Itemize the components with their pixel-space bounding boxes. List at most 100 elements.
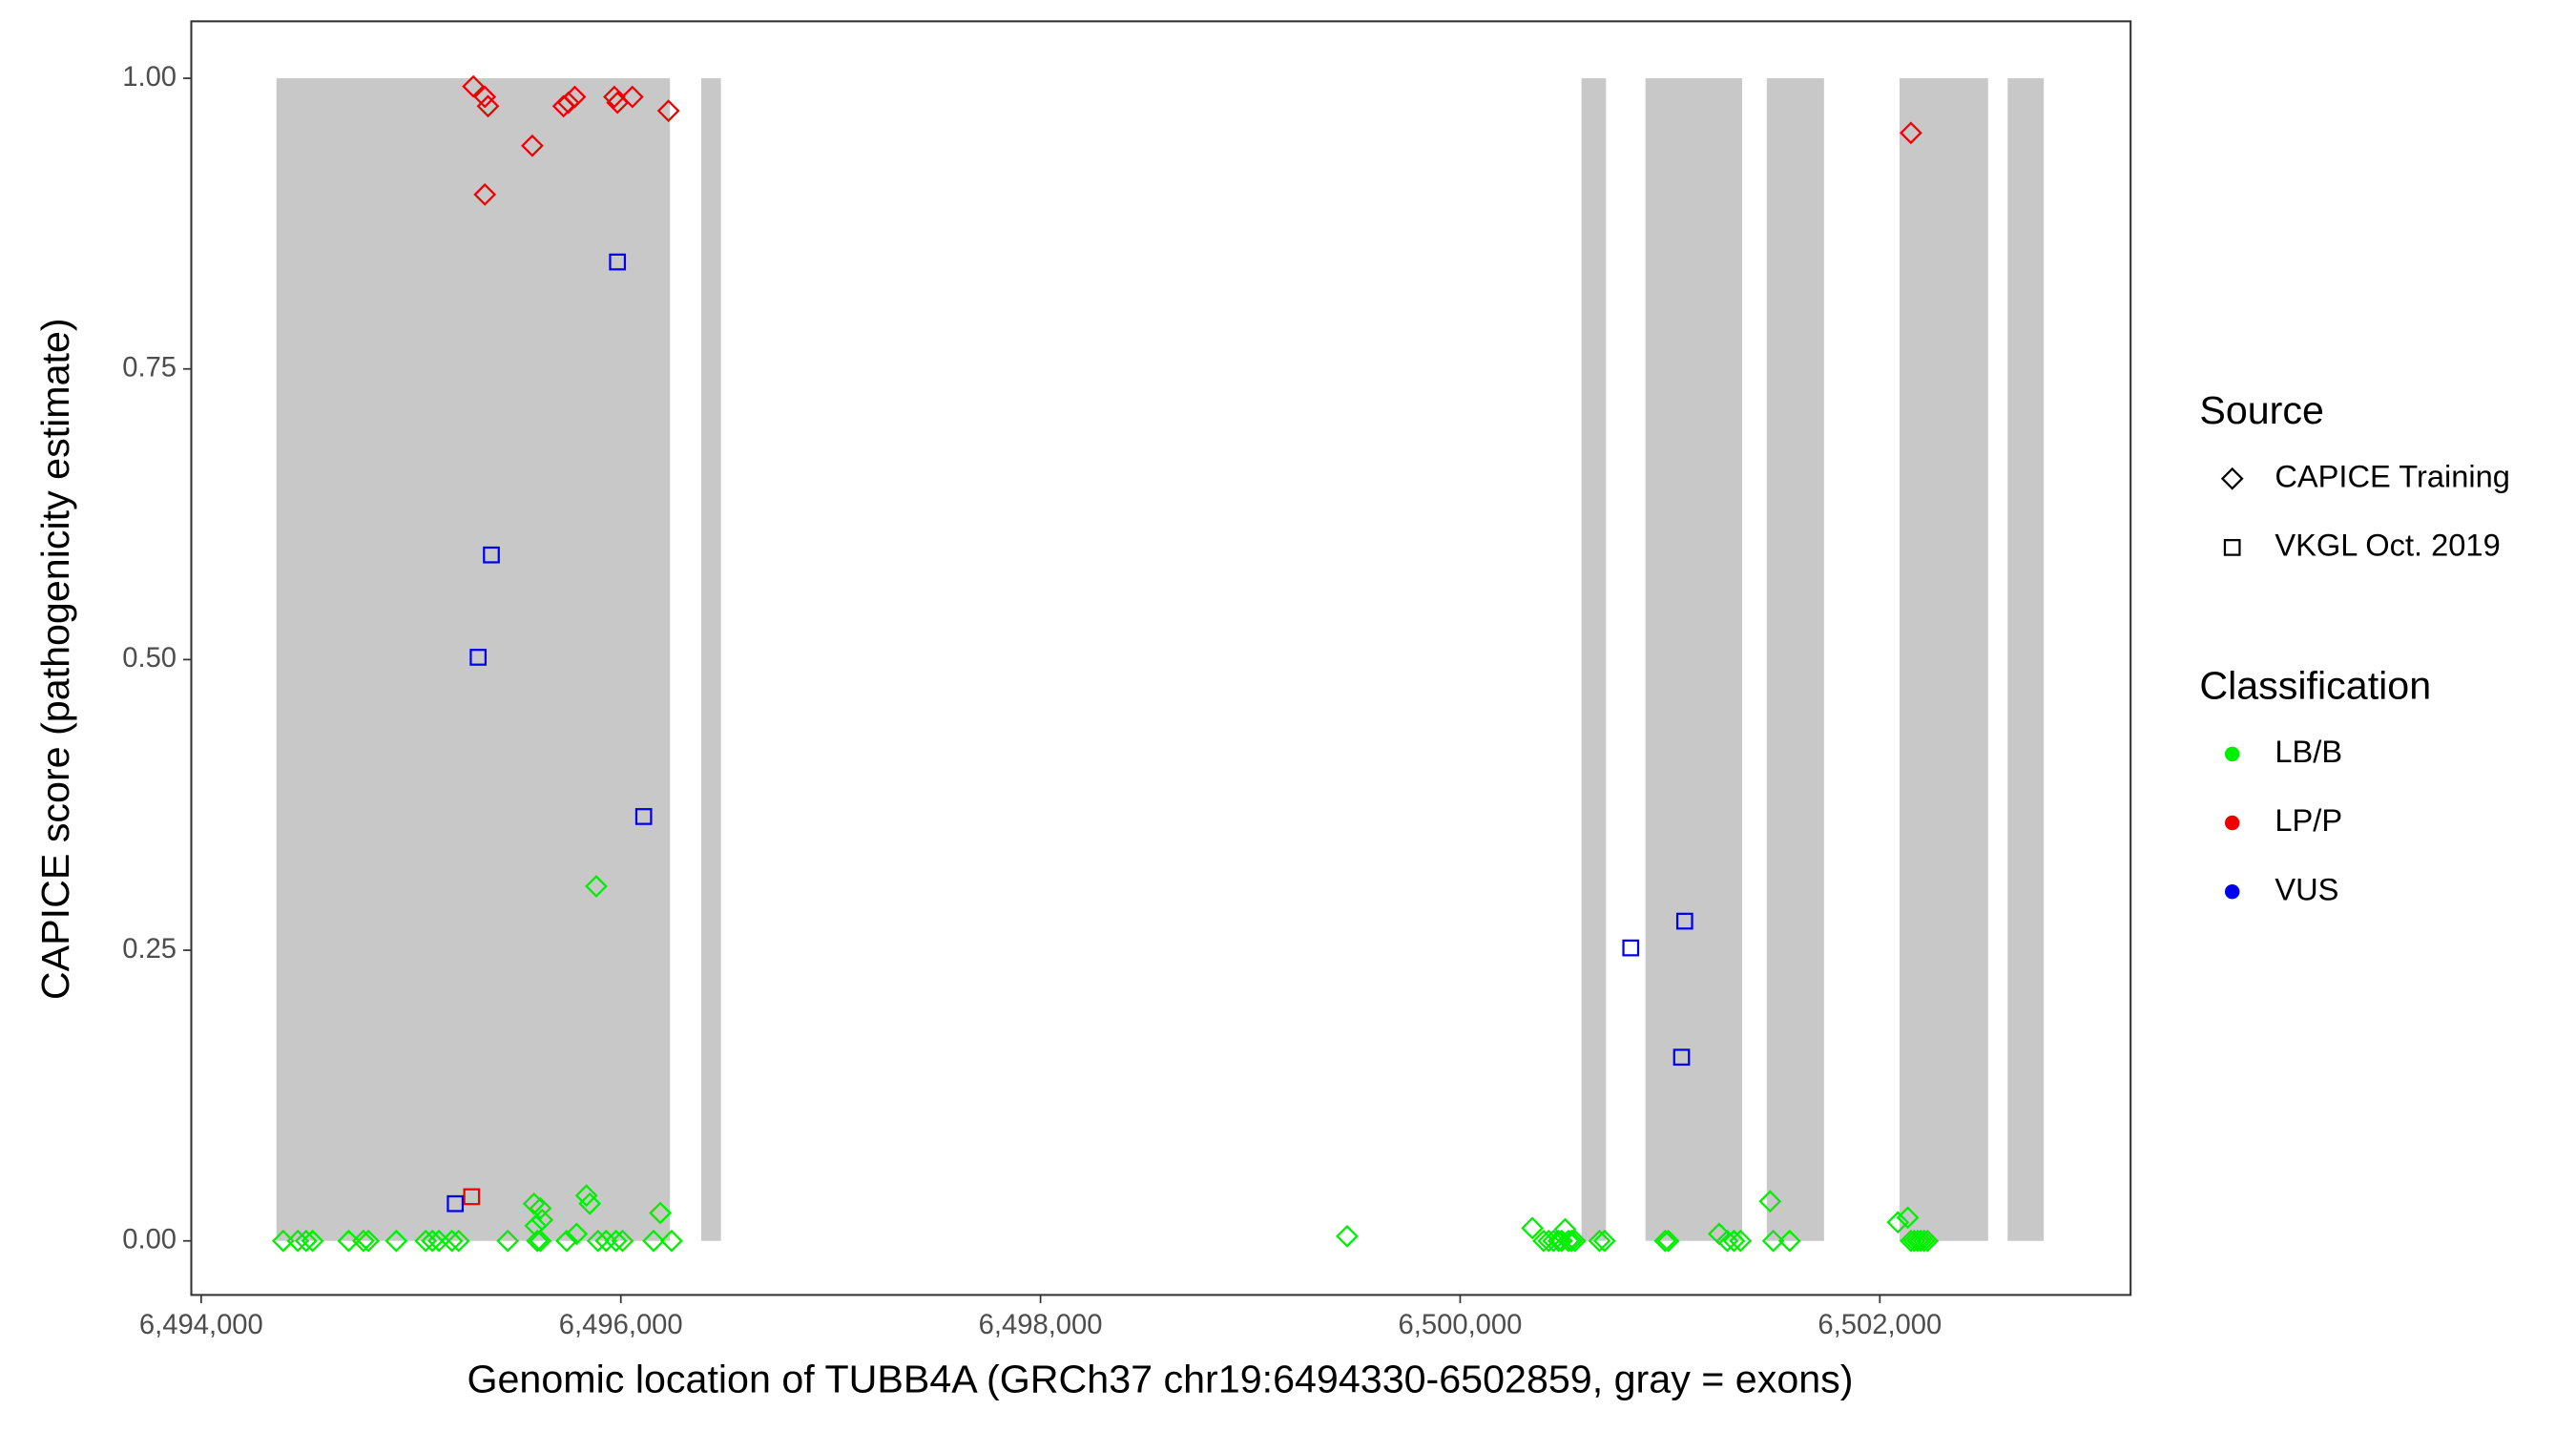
x-tick-label: 6,500,000 <box>1399 1310 1523 1340</box>
point <box>526 1229 550 1253</box>
legend-key <box>2223 539 2241 556</box>
legend-key <box>2224 746 2240 762</box>
point <box>421 1229 445 1253</box>
point <box>1588 1229 1611 1253</box>
x-tick-label: 6,494,000 <box>139 1310 263 1340</box>
exon <box>276 78 671 1241</box>
plot-border <box>190 20 2132 1296</box>
point <box>574 1184 598 1208</box>
point <box>483 546 500 564</box>
legend-label: VKGL Oct. 2019 <box>2275 528 2500 563</box>
legend-label: VUS <box>2275 871 2338 906</box>
point <box>642 1229 665 1253</box>
point <box>463 1188 481 1206</box>
point <box>1532 1229 1555 1253</box>
point <box>1557 1229 1580 1253</box>
point <box>1916 1229 1940 1253</box>
point <box>447 1194 465 1213</box>
point <box>384 1229 408 1253</box>
point <box>351 1229 375 1253</box>
point <box>1906 1229 1929 1253</box>
point <box>604 1229 628 1253</box>
exon <box>1581 78 1607 1241</box>
point <box>585 875 608 898</box>
point <box>1896 1206 1920 1230</box>
y-tick-label: 0.25 <box>122 934 177 964</box>
x-tick-label: 6,496,000 <box>559 1310 683 1340</box>
legend-key <box>2224 815 2240 831</box>
point <box>660 1229 683 1253</box>
point <box>337 1229 361 1253</box>
point <box>521 134 544 157</box>
point <box>1761 1229 1785 1253</box>
point <box>594 1229 618 1253</box>
legend-label: CAPICE Training <box>2275 458 2510 493</box>
exon <box>2007 78 2045 1241</box>
point <box>1560 1229 1584 1253</box>
point <box>473 85 497 109</box>
point <box>1672 1048 1691 1067</box>
point <box>563 85 587 109</box>
legend-key <box>2220 467 2244 490</box>
point <box>1553 1217 1577 1241</box>
legend-title: Classification <box>2199 664 2431 708</box>
exon <box>1900 78 1988 1241</box>
point <box>524 1213 548 1237</box>
legend-key <box>2224 883 2240 900</box>
point <box>1592 1229 1616 1253</box>
point <box>603 85 626 109</box>
point <box>357 1229 381 1253</box>
point <box>1729 1229 1753 1253</box>
point <box>301 1229 324 1253</box>
x-tick-label: 6,502,000 <box>1818 1310 1942 1340</box>
point <box>609 253 627 271</box>
point <box>1777 1229 1801 1253</box>
point <box>611 1229 634 1253</box>
point <box>555 1229 578 1253</box>
point <box>565 1222 589 1246</box>
exon <box>700 78 721 1241</box>
x-tick-label: 6,498,000 <box>979 1310 1103 1340</box>
point <box>271 1229 295 1253</box>
point <box>1722 1229 1746 1253</box>
point <box>1675 912 1693 930</box>
point <box>1521 1216 1545 1240</box>
y-tick-label: 0.50 <box>122 643 177 674</box>
point <box>1886 1211 1910 1234</box>
point <box>586 1229 610 1253</box>
point <box>1336 1224 1359 1248</box>
point <box>462 74 485 98</box>
point <box>522 1192 546 1215</box>
y-tick-label: 0.75 <box>122 352 177 383</box>
point <box>529 1196 552 1220</box>
point <box>294 1229 318 1253</box>
point <box>578 1192 602 1215</box>
legend-title: Source <box>2199 388 2324 432</box>
point <box>447 1229 470 1253</box>
y-tick-label: 0.00 <box>122 1224 177 1255</box>
point <box>656 99 680 123</box>
point <box>476 94 500 118</box>
point <box>286 1229 310 1253</box>
point <box>473 183 497 206</box>
point <box>496 1229 520 1253</box>
point <box>634 808 653 825</box>
legend-label: LB/B <box>2275 734 2342 769</box>
point <box>469 649 488 666</box>
exon <box>1645 78 1743 1241</box>
point <box>649 1201 672 1225</box>
point <box>529 1229 552 1253</box>
point <box>1909 1229 1933 1253</box>
point <box>1563 1229 1587 1253</box>
exon <box>1766 78 1824 1241</box>
y-axis-title: CAPICE score (pathogenicity estimate) <box>33 318 77 1000</box>
point <box>1758 1190 1782 1213</box>
point <box>1912 1229 1936 1253</box>
point <box>620 85 644 109</box>
legend-label: LP/P <box>2275 802 2342 838</box>
point <box>440 1229 464 1253</box>
point <box>1656 1229 1680 1253</box>
x-axis-title: Genomic location of TUBB4A (GRCh37 chr19… <box>467 1357 1853 1400</box>
